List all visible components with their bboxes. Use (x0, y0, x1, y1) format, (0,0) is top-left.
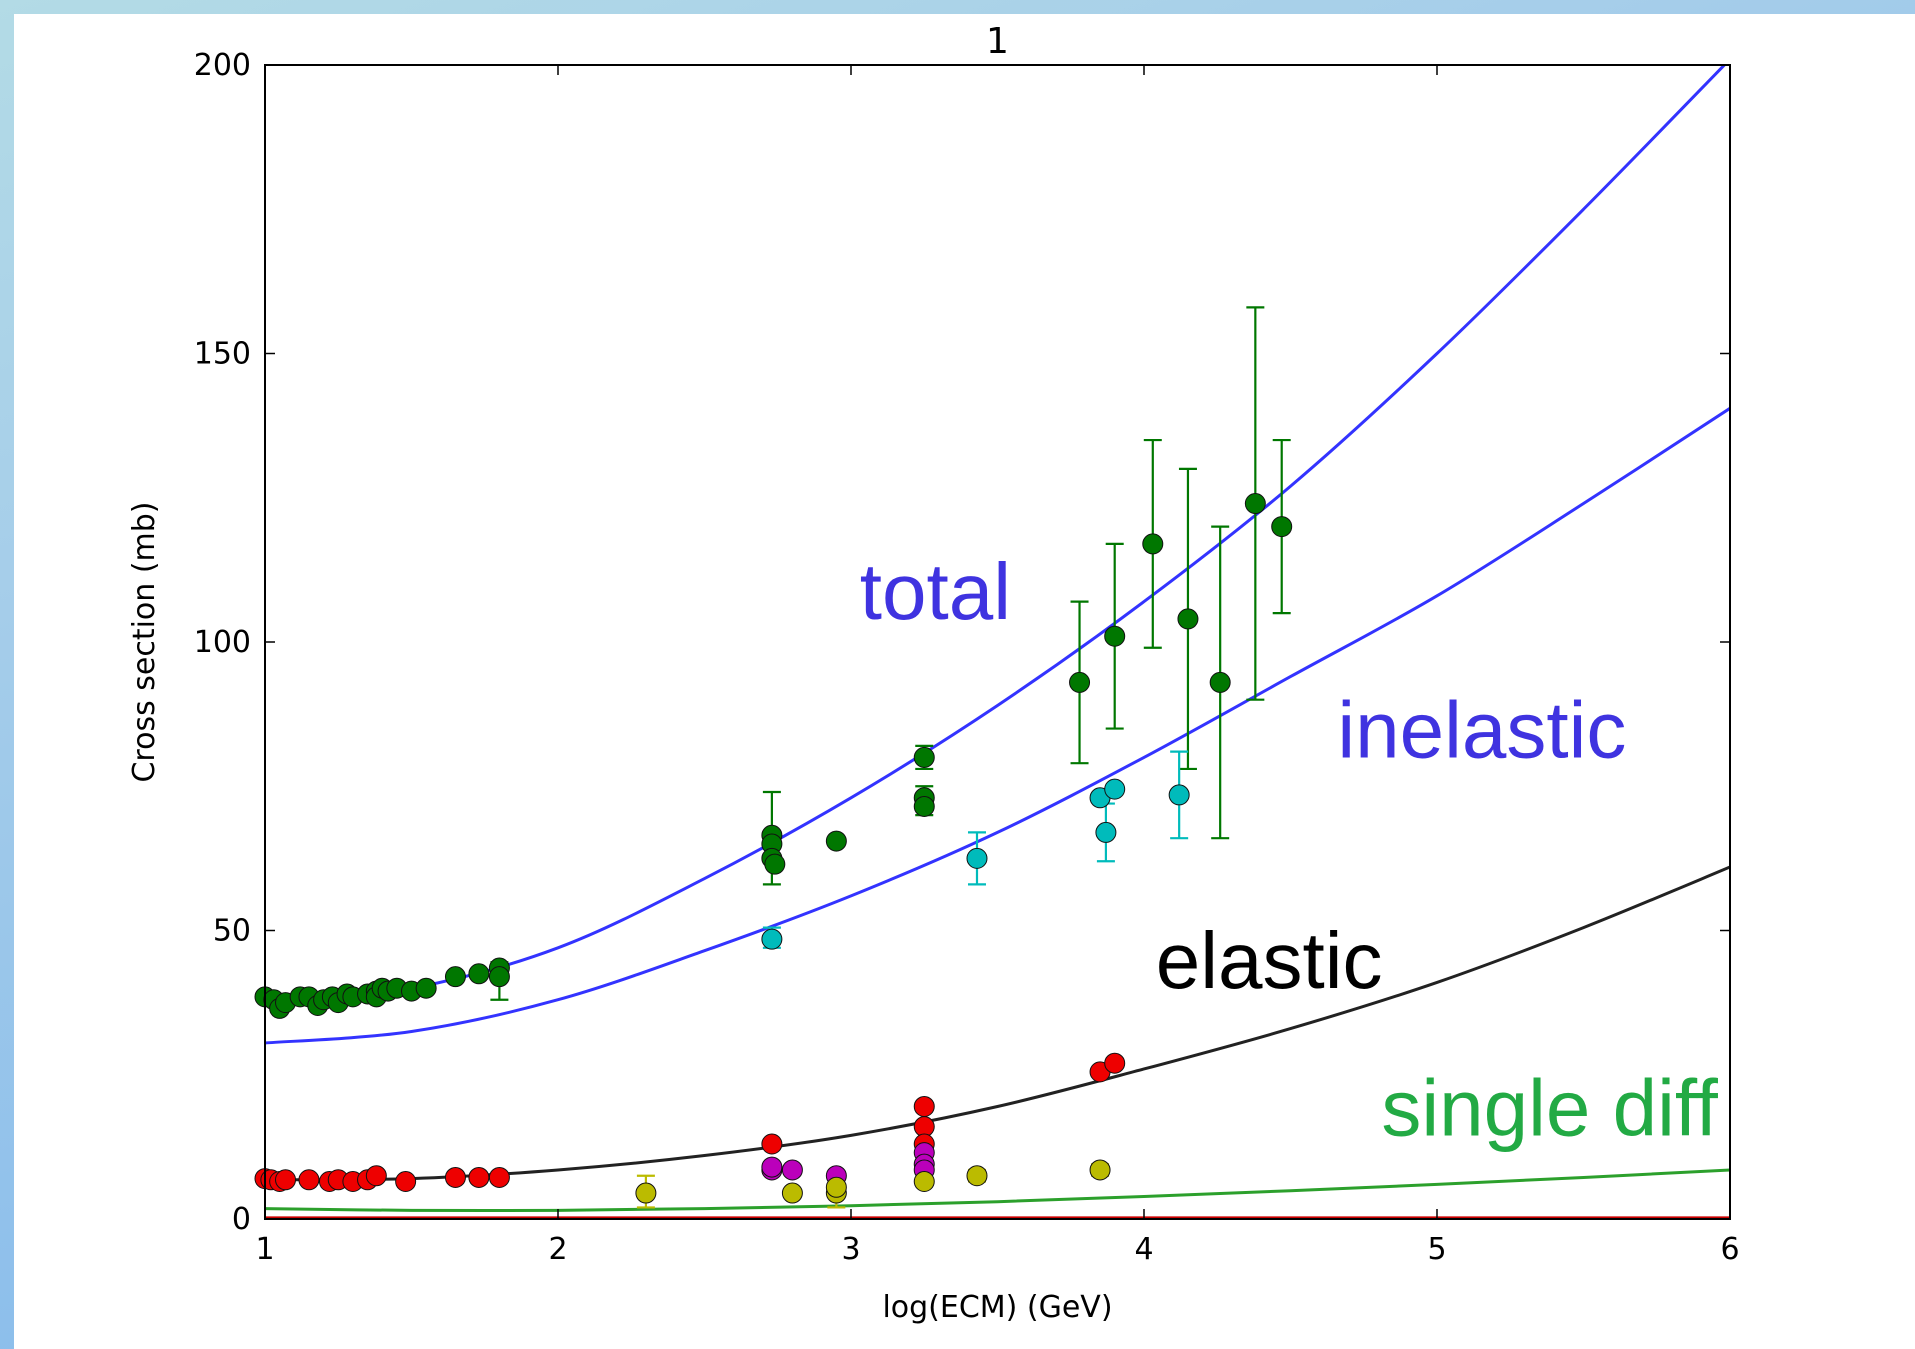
data-point-magenta-data (781, 1159, 803, 1181)
curve-label-total: total (860, 547, 1011, 636)
data-point-elastic-data (365, 1165, 387, 1187)
plot-frame (264, 64, 1731, 1220)
curve-label-elastic: elastic (1156, 916, 1383, 1005)
y-axis-label: Cross section (mb) (127, 501, 162, 782)
data-point-total-data (444, 966, 466, 988)
curve-label-inelastic: inelastic (1337, 685, 1626, 774)
data-point-elastic-data (1104, 1052, 1126, 1074)
data-point-magenta-data (761, 1156, 783, 1178)
x-tick-label: 1 (255, 1232, 274, 1267)
x-tick-label: 6 (1720, 1232, 1739, 1267)
y-tick-label: 0 (232, 1202, 251, 1237)
data-point-elastic-data (395, 1170, 417, 1192)
x-tick-label: 3 (841, 1232, 860, 1267)
data-point-elastic-data (298, 1169, 320, 1191)
slide-canvas: 1 2 3 4 5 6 0 50 100 150 200 1 log(ECM) (GeV) Cros… (14, 14, 1915, 1349)
data-point-total-data (1209, 671, 1231, 693)
data-point-total-data (1104, 625, 1126, 647)
curve-inelastic (265, 407, 1730, 1045)
data-point-yellow-data (966, 1165, 988, 1187)
model-curves (265, 65, 1730, 1219)
data-point-inelastic-data (966, 847, 988, 869)
data-point-yellow-data (635, 1182, 657, 1204)
x-tick-label: 4 (1134, 1232, 1153, 1267)
curve-total (265, 65, 1727, 1005)
curve-labels: total inelastic elastic single diff (860, 547, 1719, 1152)
data-point-total-data (1271, 516, 1293, 538)
data-points (254, 493, 1293, 1204)
x-tick-label: 5 (1427, 1232, 1446, 1267)
data-point-yellow-data (781, 1182, 803, 1204)
data-point-total-data (825, 830, 847, 852)
curve-single-diff (265, 1168, 1730, 1213)
data-point-elastic-data (761, 1133, 783, 1155)
cross-section-chart: 1 2 3 4 5 6 0 50 100 150 200 1 log(ECM) (GeV) Cros… (127, 21, 1740, 1325)
data-point-elastic-data (488, 1166, 510, 1188)
data-point-total-data (1069, 671, 1091, 693)
data-point-total-data (1142, 533, 1164, 555)
data-point-total-data (913, 795, 935, 817)
data-point-elastic-data (275, 1169, 297, 1191)
data-point-total-data (764, 853, 786, 875)
data-point-total-data (1177, 608, 1199, 630)
axis-ticks: 1 2 3 4 5 6 0 50 100 150 200 (194, 48, 1740, 1267)
y-tick-label: 150 (194, 337, 251, 372)
data-point-inelastic-data (1168, 784, 1190, 806)
data-point-yellow-data (825, 1176, 847, 1198)
data-point-total-data (488, 966, 510, 988)
data-point-inelastic-data (1095, 821, 1117, 843)
curve-elastic (265, 865, 1730, 1182)
curve-label-single-diff: single diff (1381, 1063, 1718, 1152)
data-point-elastic-data (913, 1095, 935, 1117)
data-point-total-data (913, 746, 935, 768)
y-tick-label: 50 (213, 914, 251, 949)
data-point-total-data (468, 963, 490, 985)
y-tick-label: 100 (194, 625, 251, 660)
data-point-inelastic-data (761, 928, 783, 950)
plot-title: 1 (986, 21, 1009, 62)
y-tick-label: 200 (194, 48, 251, 83)
x-tick-label: 2 (548, 1232, 567, 1267)
data-point-elastic-data (468, 1166, 490, 1188)
data-point-inelastic-data (1104, 778, 1126, 800)
data-point-elastic-data (444, 1166, 466, 1188)
data-point-yellow-data (913, 1170, 935, 1192)
data-point-total-data (415, 977, 437, 999)
data-point-total-data (1244, 493, 1266, 515)
x-axis-label: log(ECM) (GeV) (882, 1290, 1112, 1325)
error-bars (490, 306, 1291, 1209)
data-point-yellow-data (1089, 1159, 1111, 1181)
